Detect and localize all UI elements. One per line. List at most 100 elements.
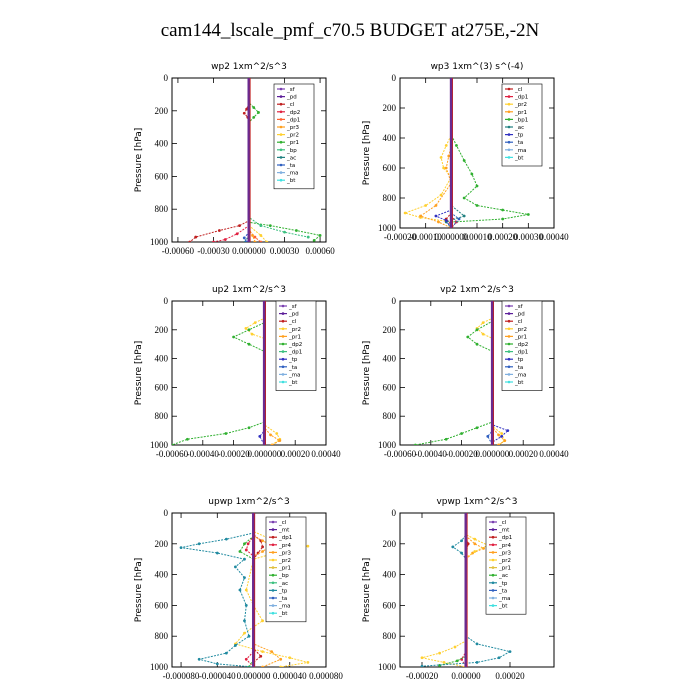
legend-marker <box>271 589 275 592</box>
legend-label: _ta <box>514 365 523 371</box>
legend-marker <box>281 350 285 353</box>
legend-label: _pd <box>288 312 299 318</box>
legend-label: _pr4 <box>278 543 292 549</box>
legend-label: _dp1 <box>286 117 300 123</box>
data-point <box>283 230 286 234</box>
data-point <box>506 429 510 432</box>
legend-label: _pr2 <box>498 558 511 564</box>
y-tick-label: 200 <box>383 539 397 549</box>
data-point <box>497 443 500 445</box>
legend-marker <box>271 611 275 615</box>
data-point <box>460 551 463 555</box>
y-axis-label: Pressure [hPa] <box>362 558 372 623</box>
x-tick-label: -0.00040 <box>187 449 220 459</box>
y-tick-label: 200 <box>383 103 397 113</box>
legend-label: _cl <box>514 87 523 93</box>
legend-label: _pd <box>286 95 297 101</box>
data-point <box>486 434 490 438</box>
legend-marker <box>281 304 285 308</box>
data-point <box>194 235 198 239</box>
legend-marker <box>507 156 511 159</box>
series-line-tp <box>491 301 509 443</box>
data-point <box>259 654 263 658</box>
data-point <box>261 545 264 549</box>
legend-marker <box>281 357 285 361</box>
legend-label: _ta <box>288 365 297 371</box>
legend-marker <box>279 125 283 129</box>
x-tick-label: -0.000040 <box>199 671 236 681</box>
legend-label: _ac <box>286 155 296 161</box>
legend-label: _tp <box>278 588 288 594</box>
legend-label: _bp <box>278 573 289 579</box>
legend-marker <box>271 566 275 569</box>
data-point <box>437 220 440 224</box>
data-point <box>244 326 248 330</box>
data-point <box>268 224 272 228</box>
data-point <box>279 665 283 667</box>
data-point <box>420 656 424 660</box>
legend-marker <box>491 596 495 600</box>
data-point <box>439 156 443 159</box>
data-point <box>259 234 263 237</box>
y-tick-label: 1000 <box>378 440 397 450</box>
data-point <box>215 662 219 666</box>
legend-label: _ta <box>286 163 295 169</box>
x-tick-label: -0.000080 <box>163 671 200 681</box>
y-tick-label: 0 <box>164 508 169 518</box>
legend-marker <box>281 380 285 384</box>
legend-box <box>501 300 543 391</box>
data-point <box>265 240 269 242</box>
series-line-cl <box>189 78 250 242</box>
legend-label: _mt <box>498 528 510 534</box>
data-point <box>501 208 505 212</box>
data-point <box>261 665 264 667</box>
data-point <box>278 439 282 443</box>
legend-marker <box>507 335 511 338</box>
legend-label: _tp <box>514 357 524 363</box>
y-tick-label: 400 <box>155 354 169 364</box>
legend-marker <box>507 312 511 315</box>
data-point <box>455 144 458 147</box>
panel-title: upwp 1xm^2/s^3 <box>208 497 289 507</box>
legend-marker <box>281 373 285 376</box>
data-point <box>253 235 257 239</box>
legend-label: _ma <box>514 372 526 378</box>
data-point <box>414 443 417 445</box>
data-point <box>243 542 246 546</box>
legend-marker <box>507 342 511 346</box>
legend-marker <box>491 604 495 607</box>
y-tick-label: 400 <box>383 354 397 364</box>
series-line-bp1 <box>450 78 529 223</box>
y-tick-label: 1000 <box>150 662 169 672</box>
legend-label: _dp1 <box>278 535 292 541</box>
y-axis-label: Pressure [hPa] <box>362 121 372 186</box>
data-point <box>306 660 310 664</box>
legend-marker <box>507 357 511 361</box>
y-tick-label: 800 <box>383 193 397 203</box>
data-point <box>247 634 251 638</box>
chart-panel-1: wp2 1xm^2/s^3 Pressure [hPa] 0 200 400 600 800… <box>134 62 335 256</box>
data-point <box>503 439 507 443</box>
data-point <box>462 196 466 200</box>
legend-label: _pr1 <box>288 334 301 340</box>
x-tick-label: 0.00020 <box>509 449 539 459</box>
data-point <box>462 214 466 218</box>
legend-label: _sf <box>286 87 296 93</box>
data-point <box>451 545 455 549</box>
legend-marker <box>507 327 511 331</box>
data-point <box>442 166 446 170</box>
data-point <box>306 544 310 548</box>
x-tick-label: -0.00060 <box>162 246 195 256</box>
legend-marker <box>507 125 511 129</box>
legend-marker <box>507 133 511 136</box>
series-line-dp2 <box>172 301 265 445</box>
legend-label: _pr1 <box>498 566 511 572</box>
legend-marker <box>279 87 283 91</box>
data-point <box>224 537 228 541</box>
data-point <box>252 106 256 109</box>
y-tick-label: 0 <box>164 296 169 306</box>
data-point <box>253 240 257 242</box>
legend-marker <box>507 110 511 114</box>
legend-label: _dp1 <box>514 350 528 356</box>
